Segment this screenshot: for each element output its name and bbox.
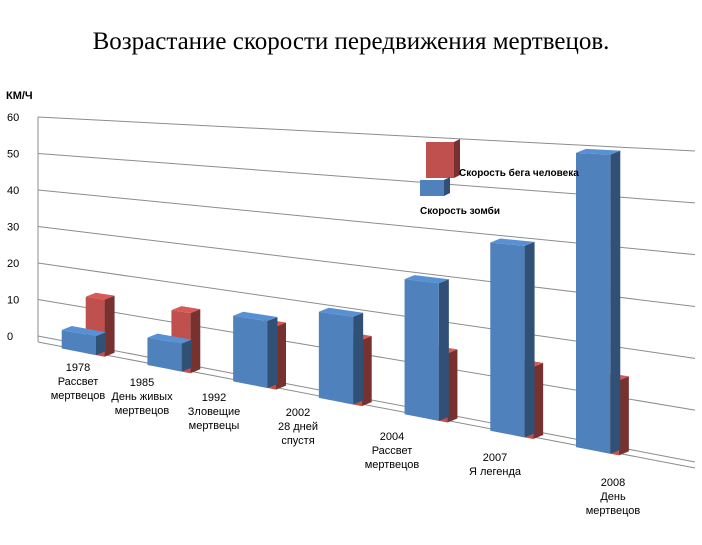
zombie-speed-bar: [404, 275, 449, 421]
zombie-speed-bar-front: [233, 315, 268, 388]
human-speed-bar-side: [361, 335, 372, 407]
zombie-speed-bar: [318, 307, 364, 405]
y-tick-label: 0: [7, 331, 13, 343]
legend-label: Скорость зомби: [420, 205, 500, 217]
zombie-speed-bar-side: [524, 241, 535, 438]
zombie-speed-bar: [576, 148, 621, 454]
zombie-speed-bar: [61, 326, 106, 356]
zombie-speed-bar-side: [267, 317, 278, 388]
zombie-speed-bar-top: [233, 311, 278, 322]
y-tick-label: 40: [7, 185, 19, 197]
zombie-speed-bar: [490, 238, 535, 438]
x-category-label: 1992 Зловещие мертвецы: [188, 392, 240, 432]
legend-swatch: [420, 180, 444, 196]
x-category-label: 2007 Я легенда: [469, 452, 522, 478]
zombie-speed-bar-top: [404, 275, 449, 284]
zombie-speed-bar-top: [61, 326, 106, 337]
legend-label: Скорость бега человека: [459, 167, 579, 179]
bars: [61, 148, 629, 456]
y-tick-label: 10: [7, 295, 19, 307]
human-speed-bar-side: [190, 309, 201, 374]
legend-swatch-side: [454, 139, 460, 178]
zombie-speed-bar-top: [576, 148, 621, 155]
legend-swatch-side: [444, 177, 450, 196]
zombie-speed-bar-side: [610, 150, 621, 454]
x-category-label: 2008 День мертвецов: [586, 477, 641, 517]
human-speed-bar-side: [447, 349, 458, 423]
legend-swatch: [426, 142, 454, 178]
gridline: [37, 116, 696, 152]
zombie-speed-bar: [147, 333, 192, 372]
y-tick-label: 60: [7, 112, 19, 124]
zombie-speed-bar: [233, 311, 278, 388]
chart-title: Возрастание скорости передвижения мертве…: [92, 28, 610, 55]
y-tick-label: 50: [7, 149, 19, 161]
x-category-label: 2002 28 дней спустя: [278, 407, 318, 447]
zombie-speed-bar-front: [318, 311, 354, 405]
zombie-speed-bar-side: [353, 312, 364, 405]
zombie-speed-bar-top: [490, 238, 535, 246]
legend-item: Скорость бега человека: [426, 139, 579, 179]
zombie-speed-bar-side: [181, 339, 192, 372]
zombie-speed-bar-side: [96, 332, 106, 356]
x-category-label: 1978 Рассвет мертвецов: [51, 362, 106, 402]
legend: Скорость бега человека Скорость зомби: [420, 139, 579, 217]
human-speed-bar-side: [618, 376, 629, 456]
zombie-speed-bar-front: [147, 337, 182, 372]
zombie-speed-bar-top: [147, 333, 192, 344]
y-tick-label: 30: [7, 222, 19, 234]
human-speed-bar-top: [85, 292, 115, 300]
x-category-label: 2004 Рассвет мертвецов: [365, 431, 420, 471]
x-category-label: 1985 День живых мертвецов: [111, 377, 173, 417]
zombie-speed-bar-side: [438, 279, 449, 421]
zombie-speed-bar-front: [404, 279, 439, 421]
zombie-speed-bar-front: [490, 242, 525, 438]
human-speed-bar-top: [171, 306, 201, 314]
zombie-speed-bar-top: [318, 307, 364, 317]
y-axis-label: КМ/Ч: [6, 90, 33, 102]
human-speed-bar-side: [533, 362, 544, 439]
y-tick-label: 20: [7, 258, 19, 270]
human-speed-bar-side: [104, 295, 115, 357]
legend-item: Скорость зомби: [420, 177, 500, 217]
human-speed-bar-side: [276, 322, 286, 390]
zombie-speed-bar-front: [576, 152, 611, 454]
zombie-speed-bar-front: [61, 330, 96, 356]
labels: 0 10 20 30 40 50 60 КМ/Ч 1978 Рассвет мертвецов198…: [6, 90, 640, 517]
